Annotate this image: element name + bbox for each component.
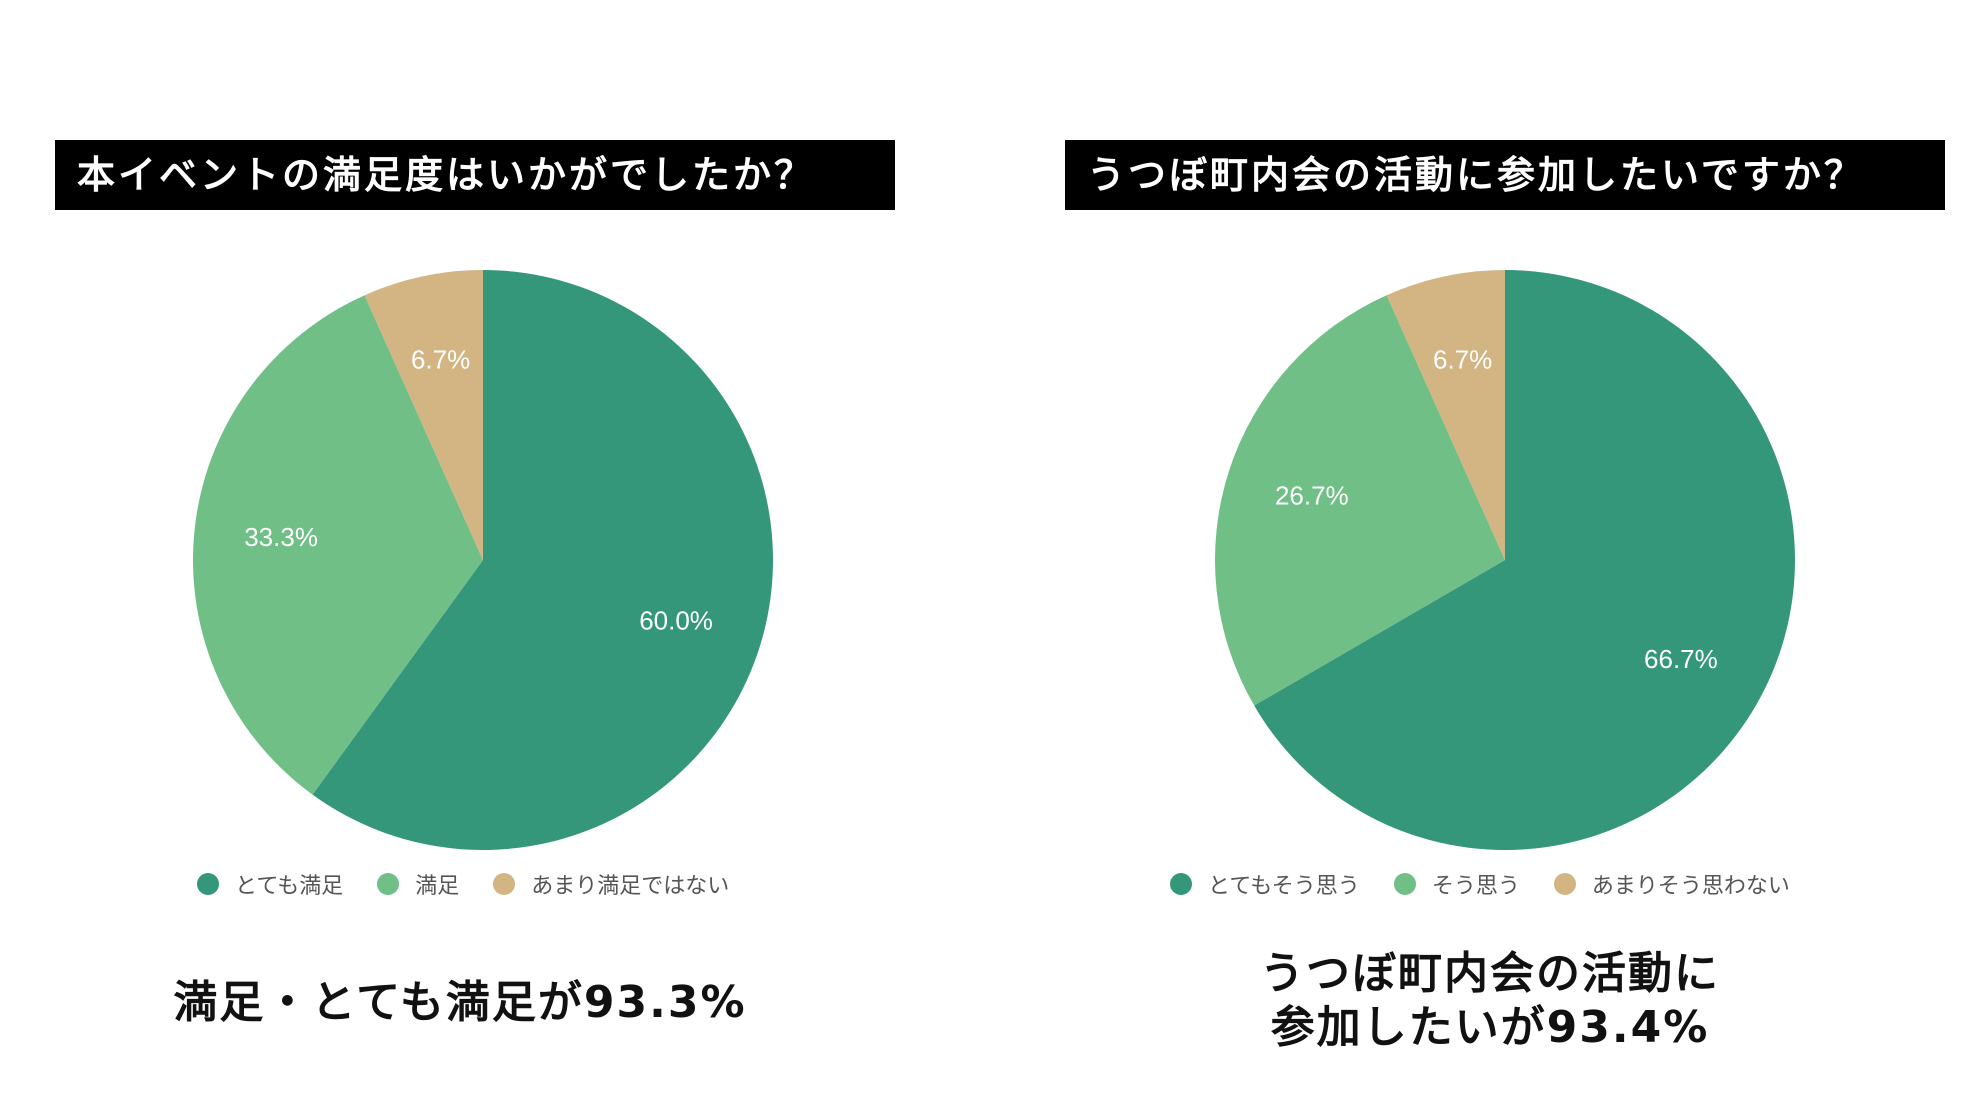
summary-text: うつぼ町内会の活動に 参加したいが93.4%: [1050, 947, 1930, 1055]
legend-swatch: [1170, 873, 1192, 895]
chart-panel-participation: うつぼ町内会の活動に参加したいですか？ 66.7% 26.7% 6.7% とてもそう…: [990, 0, 1980, 1114]
legend-label: とてもそう思う: [1208, 874, 1360, 899]
pie-chart: 60.0% 33.3% 6.7%: [192, 270, 773, 851]
legend-label: 満足: [415, 874, 460, 899]
legend-label: あまりそう思わない: [1591, 874, 1790, 899]
slice-data-label: 6.7%: [1433, 344, 1492, 374]
chart-panel-satisfaction: 本イベントの満足度はいかがでしたか？ 60.0% 33.3% 6.7% とても満足 …: [0, 0, 990, 1114]
summary-line: うつぼ町内会の活動に: [1260, 948, 1720, 999]
pie-slice: [364, 270, 483, 560]
legend-swatch: [377, 873, 400, 895]
legend-label: そう思う: [1431, 874, 1520, 899]
legend-item: 満足: [377, 868, 459, 900]
legend-item: とてもそう思う: [1170, 868, 1360, 900]
legend-swatch: [1553, 873, 1576, 895]
chart-title: うつぼ町内会の活動に参加したいですか？: [1065, 140, 1945, 210]
slice-data-label: 66.7%: [1644, 644, 1718, 674]
summary-line: 参加したいが93.4%: [1270, 1002, 1710, 1053]
legend-item: とても満足: [197, 868, 343, 900]
legend-item: そう思う: [1393, 868, 1520, 900]
slice-data-label: 26.7%: [1275, 481, 1349, 511]
legend-label: とても満足: [235, 874, 344, 899]
slice-data-label: 6.7%: [411, 344, 470, 374]
summary-line: 満足・とても満足が93.3%: [173, 977, 747, 1028]
pie-slice: [192, 295, 484, 795]
summary-text: 満足・とても満足が93.3%: [0, 976, 920, 1030]
legend-item: あまりそう思わない: [1553, 868, 1790, 900]
legend-label: あまり満足ではない: [531, 874, 730, 899]
legend-swatch: [1393, 873, 1416, 895]
pie-chart: 66.7% 26.7% 6.7%: [1215, 270, 1795, 850]
slice-data-label: 60.0%: [639, 606, 713, 636]
chart-title: 本イベントの満足度はいかがでしたか？: [55, 140, 895, 210]
legend-swatch: [197, 873, 219, 895]
legend-item: あまり満足ではない: [493, 868, 729, 900]
pie-slice: [312, 270, 773, 851]
legend-swatch: [493, 873, 516, 895]
pie-slice: [1215, 295, 1505, 706]
slice-data-label: 33.3%: [244, 522, 318, 552]
chart-legend: とてもそう思う そう思う あまりそう思わない: [1170, 868, 1824, 900]
chart-legend: とても満足 満足 あまり満足ではない: [197, 868, 763, 900]
pie-slice: [1254, 270, 1795, 850]
pie-slice: [1386, 270, 1505, 560]
